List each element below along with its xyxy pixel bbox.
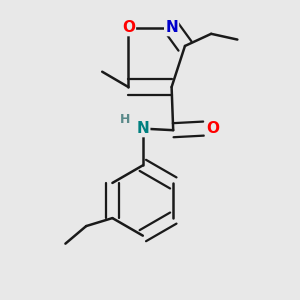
Text: O: O	[122, 20, 135, 35]
Text: O: O	[206, 121, 219, 136]
Text: N: N	[136, 121, 149, 136]
Text: H: H	[120, 113, 130, 126]
Text: N: N	[165, 20, 178, 35]
